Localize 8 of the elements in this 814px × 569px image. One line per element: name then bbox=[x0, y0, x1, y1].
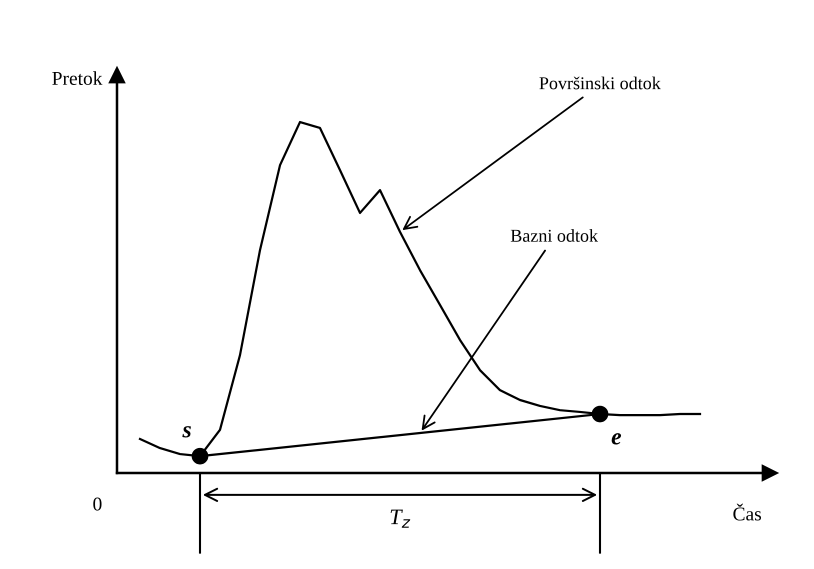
x-axis-title: Čas bbox=[733, 504, 762, 521]
text: T$_{z}$ bbox=[390, 510, 410, 528]
text: 0 bbox=[93, 497, 102, 511]
annotation: s bbox=[182, 426, 191, 438]
annotation: e bbox=[612, 433, 622, 445]
text: Površinski odtok bbox=[539, 76, 661, 90]
y-axis-title: Pretok bbox=[52, 71, 102, 85]
text: Bazni odtok bbox=[510, 229, 598, 242]
